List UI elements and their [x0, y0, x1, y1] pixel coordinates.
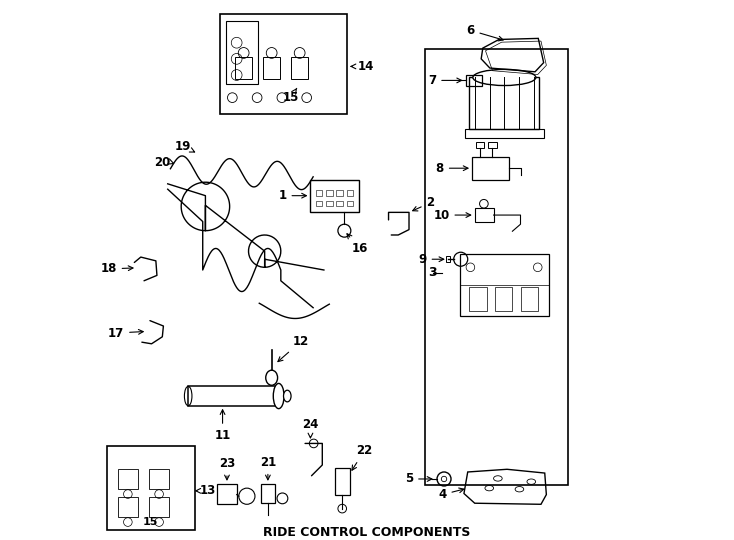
Text: 15: 15 — [143, 517, 158, 527]
Text: 15: 15 — [283, 89, 299, 104]
Text: 1: 1 — [278, 189, 306, 202]
Bar — [336, 201, 343, 206]
Bar — [310, 179, 359, 212]
Text: 13: 13 — [196, 484, 217, 497]
Text: 8: 8 — [435, 161, 468, 175]
Bar — [521, 287, 538, 312]
Text: 24: 24 — [302, 418, 319, 438]
Text: 11: 11 — [214, 410, 230, 442]
Bar — [326, 190, 333, 195]
Text: 3: 3 — [428, 266, 437, 279]
Bar — [217, 484, 236, 504]
Text: 17: 17 — [108, 327, 143, 340]
Text: 7: 7 — [428, 74, 462, 87]
Ellipse shape — [283, 390, 291, 402]
Bar — [150, 497, 169, 517]
Bar — [476, 142, 484, 149]
Text: 18: 18 — [101, 262, 133, 275]
Bar — [446, 256, 450, 262]
Bar — [459, 254, 548, 316]
Bar — [346, 201, 353, 206]
Bar — [335, 468, 350, 495]
Bar — [469, 77, 539, 129]
Bar — [263, 57, 280, 79]
Bar — [475, 208, 493, 221]
Text: 6: 6 — [466, 24, 504, 41]
Bar — [316, 190, 322, 195]
Bar — [465, 75, 482, 86]
Bar — [220, 14, 347, 114]
Text: 2: 2 — [413, 196, 435, 211]
Bar — [469, 287, 487, 312]
Bar — [118, 497, 137, 517]
Bar — [316, 201, 322, 206]
Bar — [118, 469, 137, 489]
Bar — [235, 57, 252, 79]
Bar — [465, 129, 544, 138]
Bar — [488, 142, 497, 149]
Bar — [336, 190, 343, 195]
Text: 5: 5 — [405, 472, 432, 485]
Text: 12: 12 — [278, 335, 310, 362]
Text: 10: 10 — [433, 208, 470, 221]
Text: 22: 22 — [352, 444, 372, 470]
Bar — [495, 287, 512, 312]
Bar — [261, 484, 275, 503]
Bar — [150, 469, 169, 489]
Bar — [188, 386, 279, 406]
Bar — [326, 201, 333, 206]
Text: 4: 4 — [438, 488, 464, 501]
Bar — [425, 49, 568, 485]
Text: 16: 16 — [347, 234, 368, 255]
Text: 9: 9 — [418, 253, 444, 266]
Text: 14: 14 — [351, 60, 374, 73]
Bar — [346, 190, 353, 195]
Bar — [291, 57, 308, 79]
Ellipse shape — [473, 69, 536, 85]
Ellipse shape — [273, 383, 284, 409]
Text: 20: 20 — [154, 156, 170, 169]
Text: RIDE CONTROL COMPONENTS: RIDE CONTROL COMPONENTS — [264, 526, 470, 539]
Bar — [472, 157, 509, 179]
Text: 19: 19 — [175, 140, 195, 153]
Bar — [107, 446, 195, 530]
Bar — [226, 21, 258, 84]
Text: 21: 21 — [260, 456, 276, 480]
Text: 23: 23 — [219, 457, 235, 480]
